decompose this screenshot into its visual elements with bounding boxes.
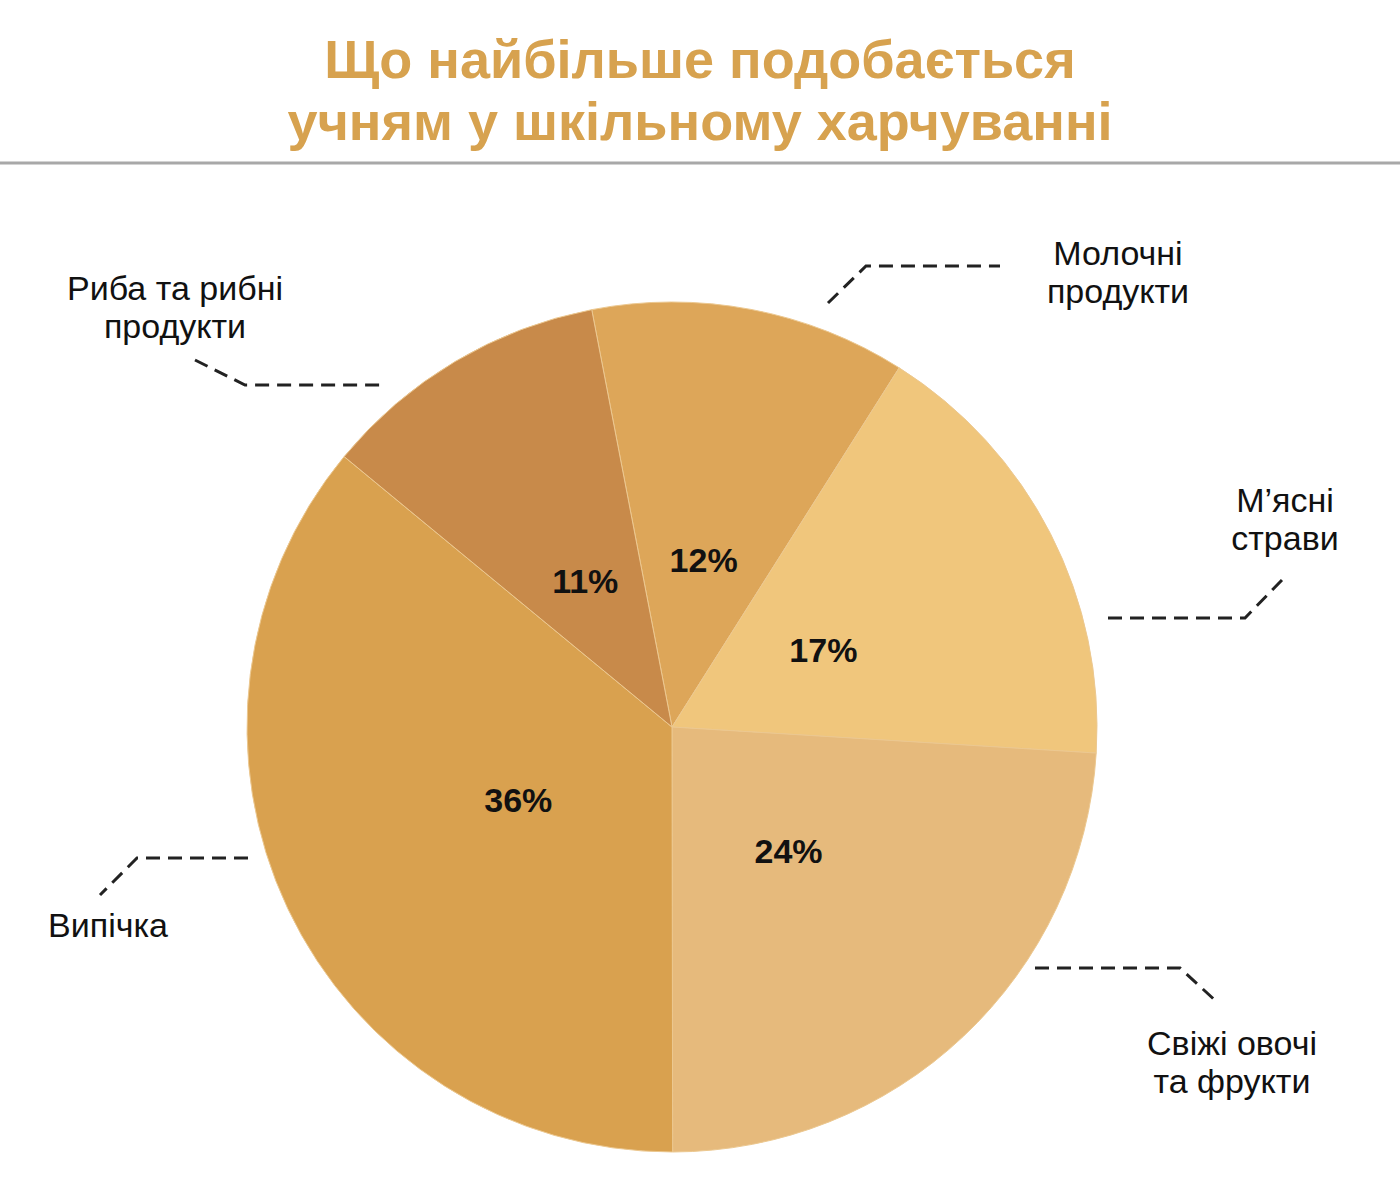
divider [0, 162, 1400, 165]
data-labels: 12% 17% 24% 36% 11% [484, 541, 857, 870]
data-label: 12% [670, 541, 738, 579]
data-label: 17% [789, 630, 857, 668]
leader-line [1108, 580, 1282, 618]
category-label: Свіжі овочіта фрукти [1147, 1024, 1317, 1100]
pie-slice [672, 727, 1096, 1152]
category-label-line: та фрукти [1154, 1062, 1311, 1100]
leader-line [195, 360, 380, 385]
category-label: Молочніпродукти [1047, 234, 1189, 310]
title-line: учням у шкільному харчуванні [287, 91, 1112, 151]
category-label-line: продукти [104, 307, 246, 345]
category-label-line: Молочні [1053, 234, 1182, 272]
category-label-line: страви [1231, 519, 1338, 557]
category-label: М’ясністрави [1231, 481, 1338, 557]
category-labels: МолочніпродуктиМ’ясністравиСвіжі овочіта… [48, 234, 1339, 1100]
pie-slice [344, 310, 672, 727]
category-label-line: М’ясні [1236, 481, 1334, 519]
title-line: Що найбільше подобається [324, 29, 1075, 89]
leader-line [1035, 968, 1218, 1003]
data-label: 11% [552, 562, 618, 600]
title: Що найбільше подобаєтьсяучням у шкільном… [287, 29, 1112, 151]
data-label: 36% [484, 781, 552, 819]
category-label: Випічка [48, 906, 168, 944]
category-label-line: продукти [1047, 272, 1189, 310]
category-label-line: Випічка [48, 906, 168, 944]
leader-line [828, 266, 1000, 303]
category-label-line: Риба та рибні [67, 269, 283, 307]
category-label: Риба та рибніпродукти [67, 269, 283, 345]
data-label: 24% [755, 832, 823, 870]
pie [247, 302, 1097, 1152]
chart: Що найбільше подобаєтьсяучням у шкільном… [0, 0, 1400, 1200]
category-label-line: Свіжі овочі [1147, 1024, 1317, 1062]
leader-line [100, 858, 248, 895]
pie-slice [247, 457, 673, 1152]
